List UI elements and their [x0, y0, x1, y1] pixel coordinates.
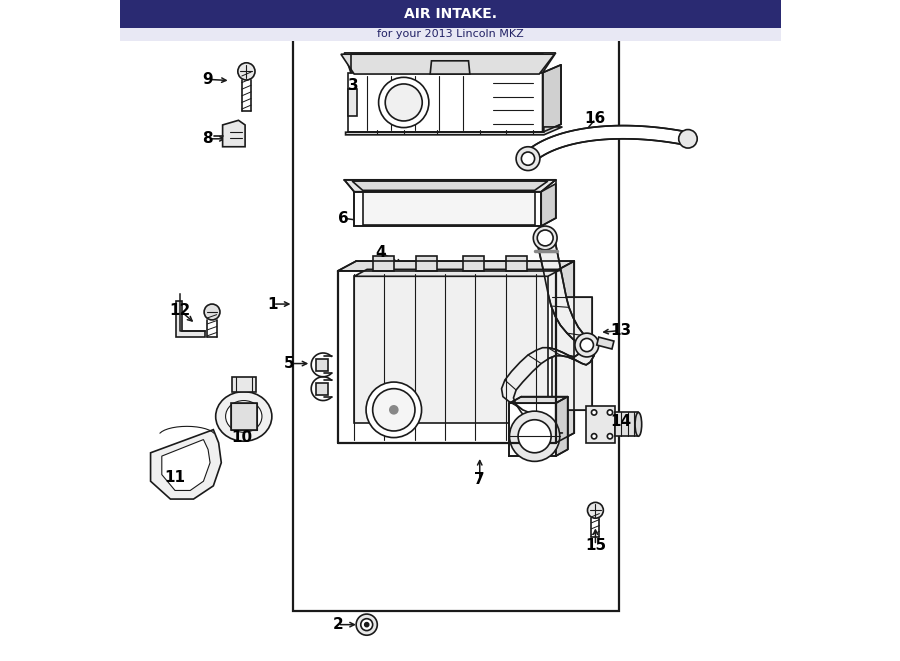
- Polygon shape: [553, 297, 592, 410]
- Circle shape: [575, 333, 598, 357]
- Bar: [120, 28, 780, 41]
- Polygon shape: [543, 65, 561, 132]
- Polygon shape: [524, 126, 689, 163]
- Circle shape: [608, 410, 613, 415]
- Text: 9: 9: [202, 72, 212, 87]
- Text: 3: 3: [347, 79, 358, 93]
- Polygon shape: [344, 180, 556, 192]
- Circle shape: [379, 77, 428, 128]
- Polygon shape: [516, 405, 562, 433]
- Polygon shape: [338, 261, 574, 271]
- Text: 10: 10: [231, 430, 252, 445]
- Circle shape: [591, 434, 597, 439]
- Text: 13: 13: [610, 323, 631, 338]
- Polygon shape: [509, 397, 568, 403]
- Circle shape: [534, 226, 557, 250]
- Text: 5: 5: [284, 356, 294, 371]
- Circle shape: [385, 84, 422, 121]
- Polygon shape: [556, 397, 568, 456]
- Polygon shape: [162, 440, 210, 490]
- Bar: [292, 36, 618, 611]
- Circle shape: [238, 63, 255, 80]
- Circle shape: [679, 130, 698, 148]
- Polygon shape: [541, 184, 556, 226]
- Text: 11: 11: [164, 470, 184, 485]
- Text: AIR INTAKE.: AIR INTAKE.: [403, 7, 497, 21]
- Circle shape: [361, 619, 373, 631]
- Circle shape: [591, 410, 597, 415]
- Polygon shape: [509, 403, 556, 456]
- Polygon shape: [352, 181, 548, 190]
- Polygon shape: [176, 301, 205, 337]
- Polygon shape: [586, 406, 616, 443]
- Polygon shape: [506, 256, 526, 271]
- Polygon shape: [232, 377, 256, 392]
- Polygon shape: [463, 256, 483, 271]
- Bar: [120, 0, 780, 28]
- Polygon shape: [344, 53, 556, 73]
- Text: 8: 8: [202, 132, 212, 146]
- Text: 6: 6: [338, 211, 348, 225]
- Polygon shape: [230, 403, 257, 430]
- Polygon shape: [355, 276, 548, 423]
- Ellipse shape: [226, 401, 262, 432]
- Ellipse shape: [216, 391, 272, 442]
- Circle shape: [588, 502, 603, 518]
- Polygon shape: [616, 412, 638, 436]
- Text: 7: 7: [474, 472, 485, 486]
- Text: for your 2013 Lincoln MKZ: for your 2013 Lincoln MKZ: [376, 29, 524, 40]
- Circle shape: [608, 434, 613, 439]
- Polygon shape: [317, 383, 328, 395]
- Polygon shape: [501, 238, 596, 413]
- Polygon shape: [355, 192, 541, 226]
- Polygon shape: [222, 120, 245, 147]
- Circle shape: [366, 382, 421, 438]
- Text: 4: 4: [375, 245, 386, 260]
- Polygon shape: [363, 192, 535, 225]
- Polygon shape: [597, 337, 614, 349]
- Circle shape: [356, 614, 377, 635]
- Polygon shape: [347, 89, 357, 116]
- Polygon shape: [556, 261, 574, 443]
- Polygon shape: [150, 430, 221, 499]
- Circle shape: [521, 152, 535, 165]
- Polygon shape: [346, 127, 562, 135]
- Polygon shape: [417, 256, 437, 271]
- Text: 12: 12: [170, 303, 191, 318]
- Circle shape: [364, 623, 369, 627]
- Circle shape: [516, 147, 540, 171]
- Text: 1: 1: [267, 297, 278, 311]
- Polygon shape: [317, 359, 328, 371]
- Circle shape: [390, 406, 398, 414]
- Text: 15: 15: [585, 538, 606, 553]
- Circle shape: [518, 420, 551, 453]
- Text: 2: 2: [332, 617, 343, 632]
- Ellipse shape: [635, 412, 642, 436]
- Circle shape: [204, 304, 220, 320]
- Text: 16: 16: [585, 112, 606, 126]
- Polygon shape: [430, 61, 470, 74]
- Polygon shape: [341, 54, 554, 74]
- Text: 14: 14: [610, 414, 631, 429]
- Polygon shape: [374, 256, 394, 271]
- Polygon shape: [347, 73, 543, 132]
- Circle shape: [509, 411, 560, 461]
- Polygon shape: [355, 270, 561, 276]
- Circle shape: [537, 230, 554, 246]
- Polygon shape: [338, 271, 556, 443]
- Circle shape: [580, 338, 593, 352]
- Circle shape: [373, 389, 415, 431]
